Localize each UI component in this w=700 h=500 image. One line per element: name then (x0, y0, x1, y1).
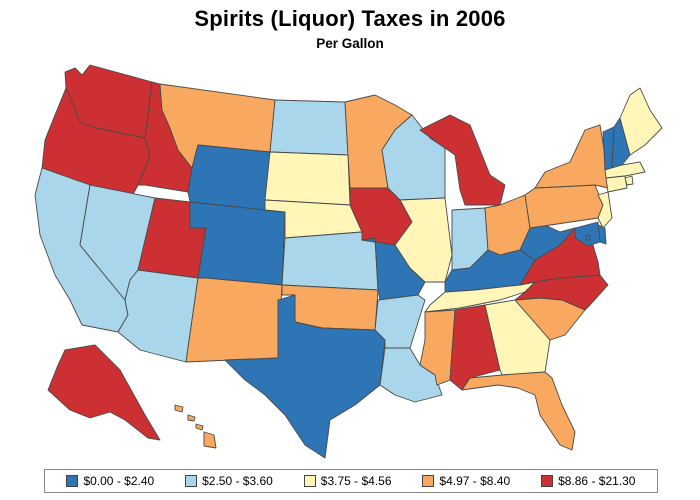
legend-label-5: $8.86 - $21.30 (558, 474, 636, 488)
legend-swatch-4 (422, 475, 435, 487)
state-pa (524, 184, 604, 229)
legend-swatch-5 (541, 475, 554, 487)
legend-swatch-2 (185, 475, 198, 487)
state-me (619, 87, 663, 156)
map-subtitle: Per Gallon (316, 36, 384, 51)
legend-label-4: $4.97 - $8.40 (439, 474, 511, 488)
state-tx (224, 294, 386, 459)
legend-item-4: $4.97 - $8.40 (422, 474, 510, 488)
state-nm (185, 277, 283, 363)
legend-label-3: $3.75 - $4.56 (320, 474, 392, 488)
legend-swatch-3 (303, 475, 316, 487)
state-ct (605, 175, 628, 193)
state-hi (174, 404, 217, 449)
legend-item-5: $8.86 - $21.30 (541, 474, 635, 488)
state-la (379, 347, 443, 403)
state-ks (281, 231, 379, 291)
legend-item-3: $3.75 - $4.56 (303, 474, 392, 488)
map-legend: $0.00 - $2.40 $2.50 - $3.60 $3.75 - $4.5… (44, 469, 658, 493)
state-fl (461, 371, 576, 451)
state-co (189, 201, 286, 286)
state-ri (624, 175, 634, 186)
legend-item-1: $0.00 - $2.40 (66, 474, 154, 488)
state-mi (419, 114, 506, 206)
state-ak (47, 344, 161, 441)
state-dc (585, 234, 591, 241)
legend-item-2: $2.50 - $3.60 (185, 474, 273, 488)
map-title: Spirits (Liquor) Taxes in 2006 (194, 6, 506, 31)
legend-label-2: $2.50 - $3.60 (202, 474, 273, 488)
state-sd (264, 151, 351, 206)
state-nd (269, 99, 349, 156)
legend-swatch-1 (66, 475, 79, 487)
state-wy (187, 144, 271, 211)
state-nh (611, 117, 631, 169)
legend-label-1: $0.00 - $2.40 (83, 474, 155, 488)
state-ny (534, 124, 609, 189)
state-il (394, 197, 453, 283)
state-az (117, 269, 199, 363)
